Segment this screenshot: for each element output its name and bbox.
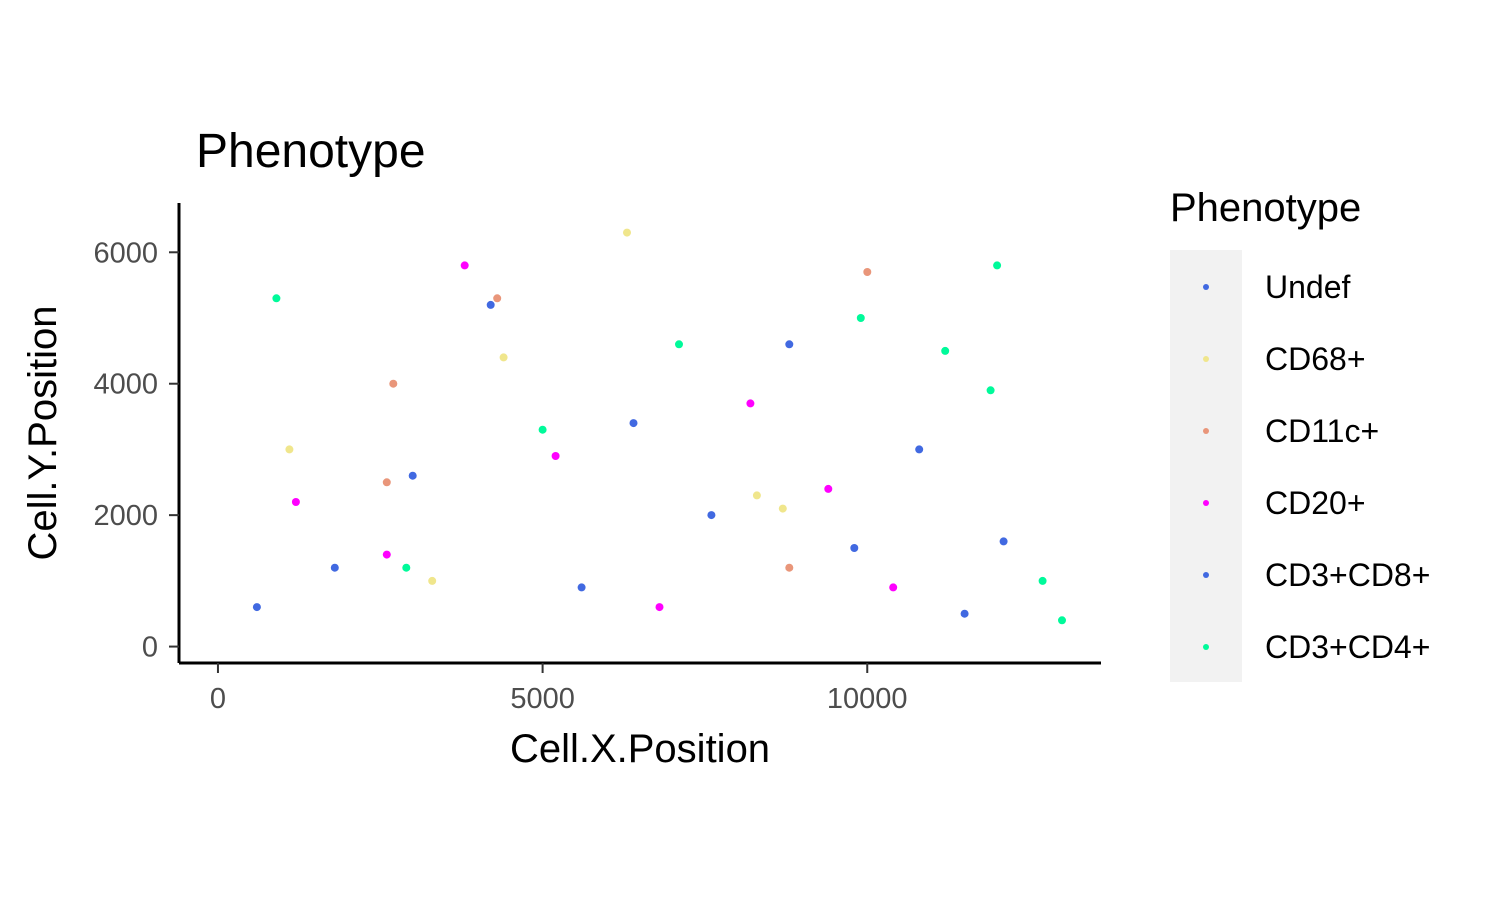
data-point — [1038, 576, 1047, 585]
data-point — [382, 478, 391, 487]
chart-title: Phenotype — [196, 125, 426, 178]
data-point — [752, 491, 761, 500]
data-point — [986, 386, 995, 395]
data-point — [778, 504, 787, 513]
data-point — [785, 340, 794, 349]
legend-key — [1203, 644, 1209, 650]
plot-points-layer — [252, 228, 1066, 625]
legend-key-background — [1170, 250, 1242, 682]
data-point — [291, 498, 300, 506]
legend-key — [1203, 284, 1209, 290]
legend-title: Phenotype — [1170, 186, 1361, 230]
x-tick-label: 0 — [210, 683, 226, 715]
data-point — [707, 511, 716, 520]
y-axis-title: Cell.Y.Position — [21, 306, 65, 561]
y-tick-label: 4000 — [93, 369, 158, 401]
x-axis-ticks: 0 5000 10000 — [210, 663, 908, 715]
data-point — [538, 425, 547, 434]
legend-label: CD20+ — [1265, 485, 1366, 521]
data-point — [551, 452, 560, 460]
data-point — [382, 550, 391, 559]
data-point — [486, 300, 495, 309]
y-tick-label: 0 — [142, 632, 158, 664]
data-point — [408, 471, 417, 480]
y-tick-label: 6000 — [93, 237, 158, 269]
legend-key — [1203, 356, 1209, 362]
data-point — [460, 261, 469, 270]
y-tick-label: 2000 — [93, 500, 158, 532]
y-axis-ticks: 0 2000 4000 6000 — [93, 237, 179, 664]
x-tick-label: 5000 — [510, 683, 575, 715]
data-point — [493, 294, 502, 303]
data-point — [915, 445, 924, 454]
data-point — [889, 583, 898, 592]
x-axis-title: Cell.X.Position — [510, 727, 770, 771]
legend-label: CD11c+ — [1265, 413, 1379, 449]
data-point — [252, 603, 261, 612]
data-point — [746, 399, 755, 408]
data-point — [655, 603, 664, 612]
data-point — [785, 563, 794, 572]
legend-key — [1203, 500, 1209, 506]
data-point — [623, 228, 631, 237]
data-point — [285, 445, 294, 454]
legend: Undef CD68+ CD11c+ CD20+ CD3+CD8+ CD3+CD4+ — [1203, 269, 1430, 665]
data-point — [499, 353, 508, 362]
data-point — [389, 379, 398, 388]
data-point — [272, 294, 281, 303]
legend-label: CD68+ — [1265, 341, 1366, 377]
legend-label: CD3+CD4+ — [1265, 629, 1430, 665]
data-point — [1058, 616, 1066, 625]
data-point — [993, 261, 1002, 270]
data-point — [330, 563, 339, 572]
data-point — [428, 576, 437, 585]
legend-label: Undef — [1265, 269, 1351, 305]
data-point — [824, 484, 833, 493]
legend-key — [1203, 428, 1209, 434]
legend-key — [1203, 572, 1209, 578]
data-point — [402, 563, 411, 572]
data-point — [850, 544, 859, 552]
data-point — [629, 419, 638, 428]
data-point — [960, 609, 969, 618]
data-point — [863, 268, 872, 276]
data-point — [577, 583, 586, 592]
x-tick-label: 10000 — [827, 683, 908, 715]
data-point — [999, 537, 1008, 546]
legend-label: CD3+CD8+ — [1265, 557, 1430, 593]
data-point — [856, 314, 865, 322]
data-point — [675, 340, 683, 349]
data-point — [941, 346, 950, 355]
